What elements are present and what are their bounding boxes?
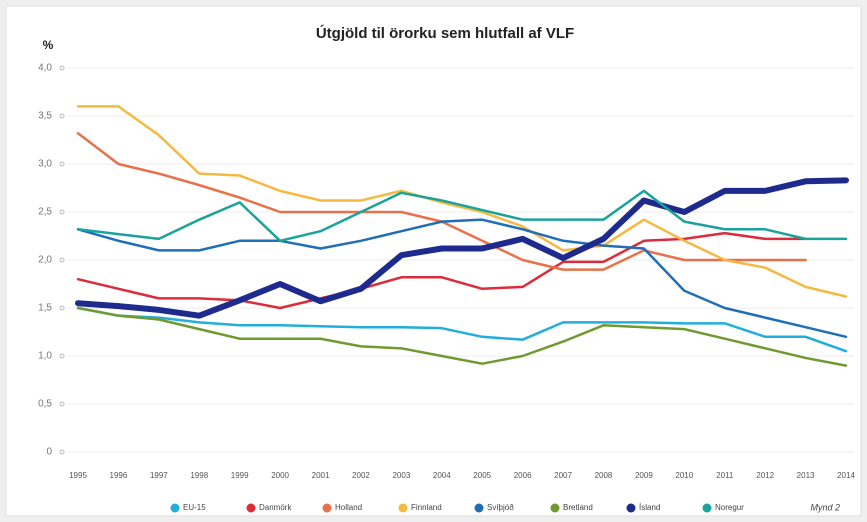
- y-tick-label: 4,0: [38, 63, 52, 74]
- y-tick-label: 3,0: [38, 159, 52, 170]
- series-line: [76, 105, 848, 298]
- legend-label: Holland: [335, 503, 362, 512]
- y-tick-mark: [59, 209, 65, 215]
- legend-label: Bretland: [563, 503, 593, 512]
- x-tick-label: 1996: [110, 471, 128, 480]
- x-tick-label: 2005: [473, 471, 491, 480]
- y-axis-label: %: [43, 38, 54, 52]
- x-tick-label: 1998: [190, 471, 208, 480]
- x-tick-label: 2013: [797, 471, 815, 480]
- y-tick-mark: [59, 257, 65, 263]
- y-tick-mark: [59, 113, 65, 119]
- y-tick-label: 1,5: [38, 303, 52, 314]
- x-tick-label: 2011: [716, 471, 734, 480]
- legend-label: Noregur: [715, 503, 744, 512]
- x-tick-label: 2008: [595, 471, 613, 480]
- y-tick-mark: [59, 401, 65, 407]
- y-tick-label: 3,5: [38, 111, 52, 122]
- x-tick-label: 2009: [635, 471, 653, 480]
- x-tick-label: 2006: [514, 471, 532, 480]
- y-tick-label: 0: [46, 447, 52, 458]
- legend-label: Finnland: [411, 503, 442, 512]
- x-tick-label: 1995: [69, 471, 87, 480]
- series-line: [76, 306, 848, 353]
- legend-swatch: [474, 503, 484, 513]
- series-line: [76, 218, 848, 339]
- x-tick-label: 2000: [271, 471, 289, 480]
- y-tick-label: 2,0: [38, 255, 52, 266]
- figure-note: Mynd 2: [810, 502, 840, 512]
- y-tick-mark: [59, 449, 65, 455]
- legend-swatch: [398, 503, 408, 513]
- legend-swatch: [550, 503, 560, 513]
- x-tick-label: 2010: [675, 471, 693, 480]
- legend-swatch: [626, 503, 636, 513]
- legend-label: Ísland: [639, 503, 660, 512]
- legend-label: Svíþjóð: [487, 503, 514, 512]
- x-tick-label: 2012: [756, 471, 774, 480]
- legend-label: EU-15: [183, 503, 206, 512]
- x-tick-label: 1997: [150, 471, 168, 480]
- x-tick-label: 2004: [433, 471, 451, 480]
- y-tick-mark: [59, 305, 65, 311]
- x-tick-label: 1999: [231, 471, 249, 480]
- y-tick-mark: [59, 161, 65, 167]
- legend-swatch: [246, 503, 256, 513]
- series-line: [75, 177, 849, 319]
- y-tick-label: 1,0: [38, 351, 52, 362]
- legend-swatch: [702, 503, 712, 513]
- legend-swatch: [170, 503, 180, 513]
- series-line: [76, 306, 848, 367]
- chart-title: Útgjöld til örorku sem hlutfall af VLF: [316, 24, 574, 42]
- y-tick-label: 0,5: [38, 399, 52, 410]
- series-line: [76, 189, 848, 243]
- x-tick-label: 2014: [837, 471, 855, 480]
- y-tick-mark: [59, 353, 65, 359]
- x-tick-label: 2007: [554, 471, 572, 480]
- y-tick-mark: [59, 65, 65, 71]
- series-line: [76, 231, 807, 310]
- x-tick-label: 2001: [312, 471, 330, 480]
- x-tick-label: 2002: [352, 471, 370, 480]
- y-tick-label: 2,5: [38, 207, 52, 218]
- legend-label: Danmörk: [259, 503, 292, 512]
- x-tick-label: 2003: [392, 471, 410, 480]
- legend-swatch: [322, 503, 332, 513]
